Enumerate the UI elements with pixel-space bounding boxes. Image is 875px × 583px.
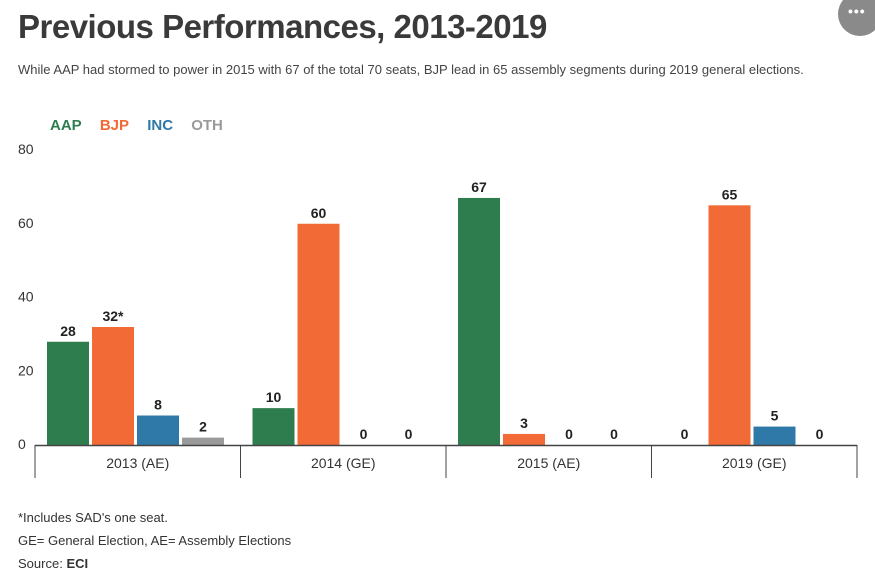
legend-item-aap: AAP — [50, 117, 82, 134]
legend-item-oth: OTH — [191, 117, 223, 134]
legend-item-inc: INC — [147, 117, 174, 134]
bar-inc — [753, 426, 796, 445]
data-label: 28 — [60, 323, 76, 339]
bar-aap — [252, 408, 295, 445]
more-dots-icon: ••• — [848, 3, 866, 19]
data-label: 0 — [610, 426, 618, 442]
bar-aap — [47, 341, 89, 445]
data-label: 5 — [771, 408, 779, 424]
x-tick-label: 2013 (AE) — [106, 455, 169, 471]
data-label: 0 — [816, 426, 824, 442]
chart-title: Previous Performances, 2013-2019 — [18, 8, 547, 45]
data-label: 0 — [681, 426, 689, 442]
bar-inc — [137, 415, 179, 445]
y-tick-label: 40 — [18, 289, 34, 305]
source-value: ECI — [66, 556, 89, 571]
footnote-sad: *Includes SAD's one seat. — [18, 510, 168, 525]
x-tick-label: 2019 (GE) — [722, 455, 787, 471]
y-tick-label: 80 — [18, 141, 34, 157]
y-tick-label: 60 — [18, 215, 34, 231]
chart-subtitle: While AAP had stormed to power in 2015 w… — [18, 62, 804, 77]
y-tick-label: 0 — [18, 436, 26, 452]
data-label: 8 — [154, 397, 162, 413]
data-label: 67 — [471, 179, 487, 195]
chart-legend: AAP BJP INC OTH — [50, 117, 237, 134]
footnote-abbreviations: GE= General Election, AE= Assembly Elect… — [18, 533, 292, 548]
data-label: 3 — [520, 415, 528, 431]
bar-bjp — [708, 205, 751, 445]
bar-aap — [458, 197, 500, 445]
data-label: 0 — [565, 426, 573, 442]
data-label: 0 — [360, 426, 368, 442]
bar-oth — [182, 437, 224, 445]
data-label: 65 — [722, 186, 738, 202]
bar-bjp — [92, 327, 134, 445]
x-tick-label: 2015 (AE) — [517, 455, 580, 471]
y-tick-label: 20 — [18, 362, 34, 378]
data-label: 32* — [102, 308, 124, 324]
bar-chart: 0 20 40 60 80 28 32* 8 2 2013 (AE) 10 60 0 0 2014 (GE)… — [18, 141, 858, 478]
legend-item-bjp: BJP — [99, 117, 130, 134]
bar-bjp — [503, 433, 545, 445]
data-label: 10 — [266, 389, 282, 405]
data-label: 60 — [311, 205, 327, 221]
data-label: 0 — [405, 426, 413, 442]
bar-bjp — [297, 223, 340, 445]
data-label: 2 — [199, 419, 207, 435]
source-line: Source: ECI — [18, 556, 88, 571]
x-tick-label: 2014 (GE) — [311, 455, 376, 471]
source-label: Source: — [18, 556, 63, 571]
more-options-button[interactable]: ••• — [838, 0, 875, 36]
